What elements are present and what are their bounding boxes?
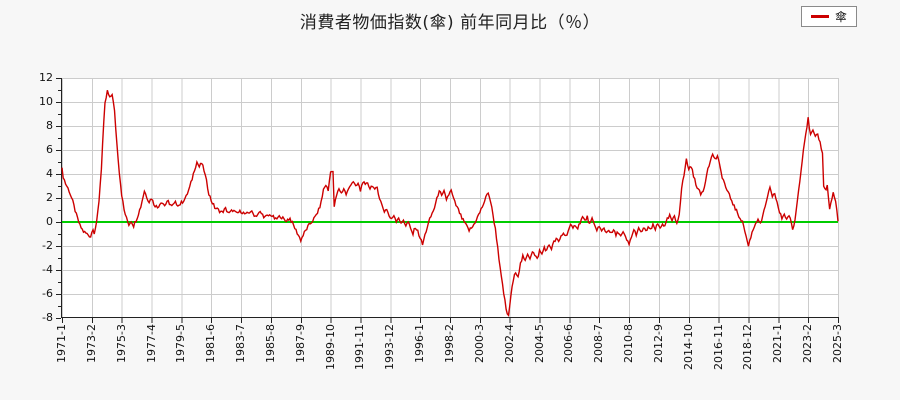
y-axis-label: 2: [46, 191, 53, 204]
y-axis-label: 12: [39, 71, 53, 84]
x-axis-label: 2018-12: [741, 324, 755, 370]
x-axis-label: 2016-11: [711, 324, 725, 370]
x-axis-label: 2023-2: [801, 324, 815, 363]
y-axis-label: 4: [46, 167, 53, 180]
y-axis-label: 10: [39, 95, 53, 108]
legend-box: 傘: [801, 6, 857, 27]
y-axis-label: -2: [42, 239, 53, 252]
x-axis-label: 1989-10: [323, 324, 337, 370]
x-axis-label: 1991-11: [353, 324, 367, 370]
x-axis-label: 1987-9: [293, 324, 307, 363]
x-axis-label: 2021-1: [771, 324, 785, 363]
x-axis-label: 1993-12: [383, 324, 397, 370]
x-axis-label: 1998-2: [443, 324, 456, 363]
x-axis-label: 2006-6: [562, 324, 576, 363]
x-axis-label: 2010-8: [622, 324, 636, 363]
plot-area: [56, 78, 839, 323]
y-axis-label: -8: [42, 311, 53, 324]
x-axis-label: 1975-3: [114, 324, 128, 363]
x-axis-label: 1979-5: [174, 324, 188, 363]
x-axis-label: 2025-3: [831, 324, 844, 363]
x-axis-label: 1983-7: [234, 324, 248, 363]
x-axis-label: 2000-3: [472, 324, 486, 363]
x-axis-label: 2002-4: [502, 324, 516, 363]
x-axis-label: 2004-5: [532, 324, 546, 363]
y-axis-label: 6: [46, 143, 53, 156]
x-axis-label: 2014-10: [681, 324, 695, 370]
x-axis-label: 1971-1: [55, 324, 68, 363]
chart-title: 消費者物価指数(傘) 前年同月比（％）: [299, 13, 601, 33]
x-axis-label: 2008-7: [592, 324, 606, 363]
x-axis-label: 1996-1: [413, 324, 427, 363]
y-axis-label: 8: [46, 119, 53, 132]
x-axis-label: 1981-6: [204, 324, 218, 363]
y-axis-label: -4: [42, 263, 53, 276]
x-axis-label: 1973-2: [84, 324, 98, 363]
x-axis-label: 1985-8: [263, 324, 277, 363]
plot-svg: [56, 78, 839, 323]
legend-series-line-icon: [810, 15, 829, 18]
y-axis-label: -6: [42, 287, 53, 300]
y-axis-label: 0: [46, 215, 53, 228]
legend-series-label: 傘: [834, 9, 847, 24]
x-axis-label: 2012-9: [651, 324, 665, 363]
x-axis-label: 1977-4: [144, 324, 158, 363]
series-line: [61, 90, 839, 317]
